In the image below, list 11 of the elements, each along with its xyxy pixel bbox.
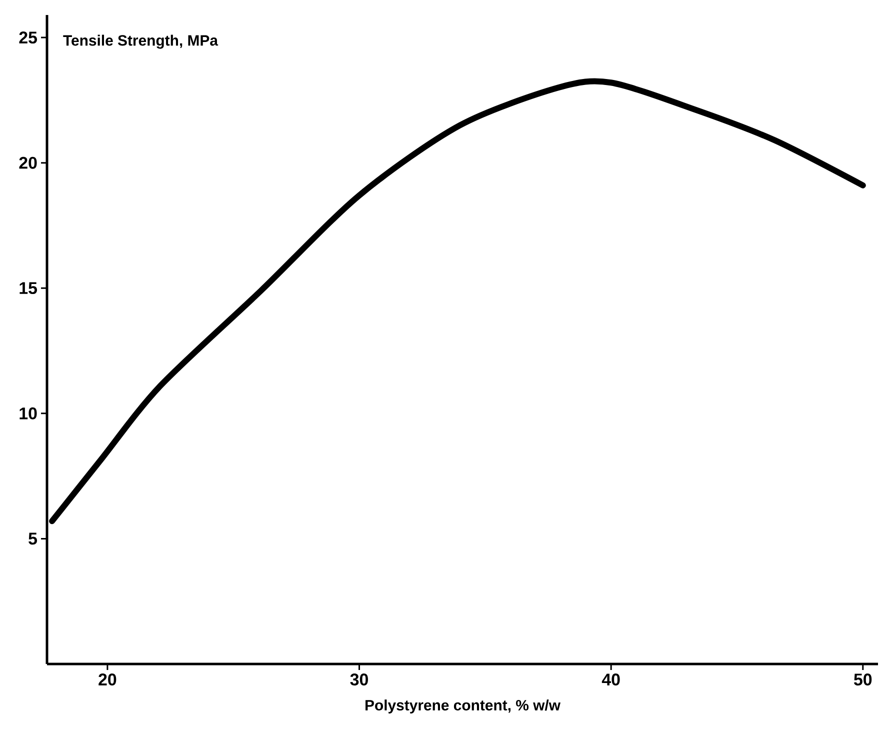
x-tick-label: 20 xyxy=(98,674,116,686)
y-axis-title: Tensile Strength, MPa xyxy=(63,34,218,49)
y-tick-label: 5 xyxy=(28,532,38,545)
x-tick-label: 50 xyxy=(854,674,872,686)
x-tick-label: 30 xyxy=(350,674,368,686)
x-tick-label: 40 xyxy=(602,674,620,686)
y-tick-label: 10 xyxy=(20,407,37,420)
y-tick-label: 15 xyxy=(20,282,38,294)
x-axis-title: Polystyrene content, % w/w xyxy=(366,700,561,714)
y-tick-label: 20 xyxy=(19,156,37,169)
y-tick-label: 25 xyxy=(19,32,38,44)
